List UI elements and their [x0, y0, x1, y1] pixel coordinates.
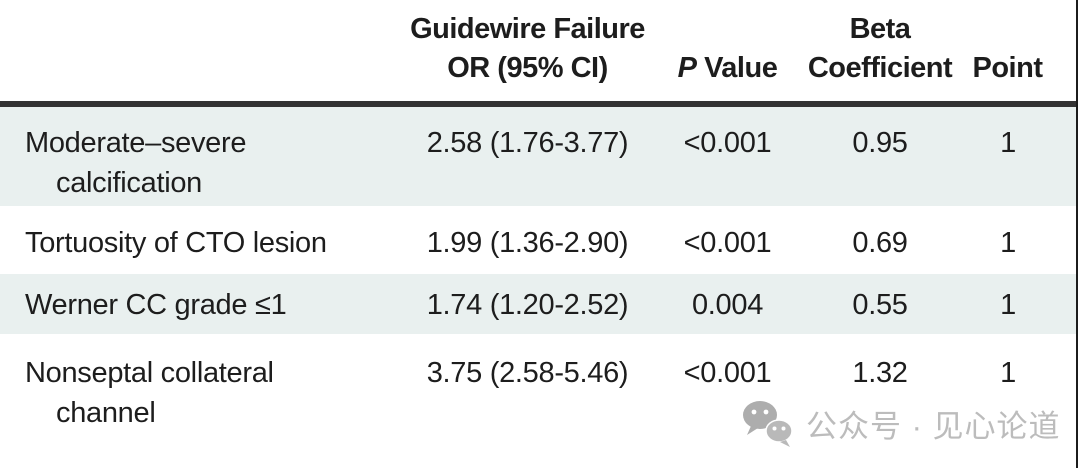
header-or-line2: OR (95% CI)	[447, 52, 608, 84]
row-label-line1: Tortuosity of CTO lesion	[25, 227, 327, 259]
cell-point: 1	[1000, 357, 1016, 389]
header-beta-line2: Coefficient	[807, 52, 953, 84]
cell-point: 1	[1000, 127, 1016, 159]
header-or-line1: Guidewire Failure	[410, 13, 645, 45]
table-row-nonseptal-collateral: Nonseptal collateral channel 3.75 (2.58-…	[0, 334, 1076, 461]
cell-point: 1	[1000, 289, 1016, 321]
table-row-werner-cc-grade: Werner CC grade ≤1 1.74 (1.20-2.52) 0.00…	[0, 274, 1076, 334]
header-beta-line1: Beta	[849, 13, 911, 45]
row-label-line1: Moderate–severe	[25, 127, 247, 159]
cell-or-ci: 1.99 (1.36-2.90)	[426, 227, 629, 259]
cell-beta: 0.69	[852, 227, 908, 259]
cell-beta: 1.32	[852, 357, 908, 389]
row-label: Werner CC grade ≤1	[0, 274, 395, 334]
cell-beta: 0.55	[852, 289, 908, 321]
cell-p-value: 0.004	[691, 289, 764, 321]
cell-or-ci: 3.75 (2.58-5.46)	[426, 357, 629, 389]
row-label-line1: Nonseptal collateral	[25, 357, 274, 389]
header-variable-empty	[0, 0, 395, 104]
cell-or-ci: 1.74 (1.20-2.52)	[426, 289, 629, 321]
table-row-moderate-severe-calcification: Moderate–severe calcification 2.58 (1.76…	[0, 104, 1076, 206]
header-row: Guidewire Failure OR (95% CI) P Value Be…	[0, 0, 1076, 104]
cell-p-value: <0.001	[683, 227, 772, 259]
row-label: Nonseptal collateral channel	[0, 334, 395, 461]
row-label-line2: channel	[56, 397, 156, 429]
cell-beta: 0.95	[852, 127, 908, 159]
row-label-line1: Werner CC grade ≤1	[25, 289, 287, 321]
watermark: 公众号 · 见心论道	[741, 399, 1061, 447]
right-edge-rule	[1076, 0, 1078, 468]
header-p-italic: P	[677, 52, 697, 84]
header-p-rest: Value	[704, 52, 778, 84]
header-point: Point	[972, 52, 1044, 84]
wechat-icon	[743, 401, 793, 447]
row-label: Tortuosity of CTO lesion	[0, 206, 395, 274]
cell-p-value: <0.001	[683, 127, 772, 159]
row-label-line2: calcification	[56, 167, 202, 199]
header-p-value: P Value	[660, 0, 795, 104]
cell-p-value: <0.001	[683, 357, 772, 389]
watermark-text: 公众号 · 见心论道	[806, 408, 1061, 444]
cell-point: 1	[1000, 227, 1016, 259]
cell-or-ci: 2.58 (1.76-3.77)	[426, 127, 629, 159]
table-row-tortuosity: Tortuosity of CTO lesion 1.99 (1.36-2.90…	[0, 206, 1076, 274]
header-guidewire-failure-or: Guidewire Failure OR (95% CI)	[395, 0, 660, 104]
row-label: Moderate–severe calcification	[0, 104, 395, 206]
header-beta-coefficient: Beta Coefficient	[795, 0, 965, 104]
